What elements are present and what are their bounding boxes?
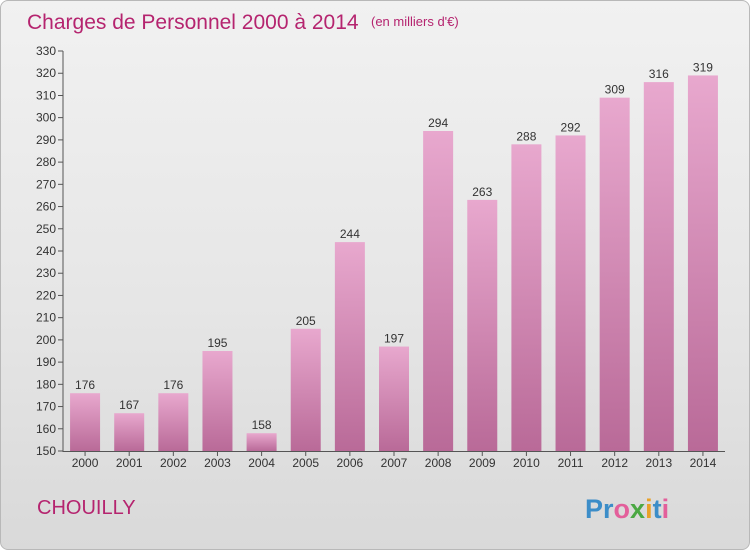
y-axis: 150 160 170 180 190 200 210 220 230 240 250 260 270 2… [36,44,63,458]
x-tick-label: 2013 [645,456,672,470]
y-tick-label: 330 [36,44,56,58]
bar-2000 [70,393,101,451]
bar-value-label: 316 [649,67,669,81]
x-axis: 2000 2001 2002 2003 2004 2005 2006 2007 2008 2009… [72,451,717,470]
bar-value-label: 167 [119,398,139,412]
x-tick-label: 2008 [425,456,452,470]
logo-letter: i [645,494,653,524]
bar-2004 [246,433,277,451]
y-tick-label: 180 [36,377,56,391]
y-tick-label: 260 [36,200,56,214]
bar-2010 [511,144,542,452]
y-tick-label: 210 [36,311,56,325]
x-tick-label: 2011 [558,456,584,470]
commune-name: CHOUILLY [37,497,136,519]
y-tick-label: 240 [36,244,56,258]
y-tick-label: 220 [36,288,56,302]
bar-value-label: 158 [252,418,272,432]
bar-2009 [467,199,498,451]
y-tick-label: 190 [36,355,56,369]
bar-value-label: 176 [75,378,95,392]
y-tick-label: 300 [36,111,56,125]
bar-2011 [555,135,586,451]
bar-2014 [687,75,718,451]
bar-value-label: 244 [340,227,360,241]
chart-title: Charges de Personnel 2000 à 2014 [27,11,359,34]
logo-letter: i [662,494,670,524]
bar-value-label: 288 [516,129,536,143]
bar-value-label: 319 [693,60,713,74]
bar-2003 [202,351,233,451]
logo-letter: P [585,494,603,524]
bar-value-label: 294 [428,116,448,130]
bar-2005 [290,328,321,451]
x-tick-label: 2004 [248,456,275,470]
chart-unit-note: (en milliers d'€) [371,14,459,29]
x-tick-label: 2001 [116,456,143,470]
x-tick-label: 2003 [204,456,231,470]
bar-value-label: 309 [605,83,625,97]
logo-letter: t [653,494,662,524]
logo-letter: x [630,494,645,524]
y-tick-label: 200 [36,333,56,347]
y-tick-label: 280 [36,155,56,169]
x-tick-label: 2014 [690,456,717,470]
bar-2008 [423,131,454,451]
bar-value-label: 263 [472,185,492,199]
x-tick-label: 2002 [160,456,187,470]
bar-value-label: 197 [384,332,404,346]
logo-letter: r [603,494,614,524]
y-tick-label: 320 [36,66,56,80]
x-tick-label: 2009 [469,456,496,470]
x-tick-label: 2000 [72,456,99,470]
y-tick-label: 230 [36,266,56,280]
bar-2006 [334,242,365,451]
y-tick-label: 310 [36,88,56,102]
x-tick-label: 2012 [601,456,628,470]
y-tick-label: 250 [36,222,56,236]
x-tick-label: 2007 [381,456,408,470]
bar-series: 176 167 176 195 158 205 244 197 294 263 288 292 309 3… [70,60,718,452]
bar-value-label: 292 [561,120,581,134]
y-tick-label: 170 [36,400,56,414]
logo-letter: o [614,494,631,524]
y-tick-label: 270 [36,177,56,191]
bar-value-label: 176 [163,378,183,392]
y-tick-label: 150 [36,444,56,458]
y-tick-label: 160 [36,422,56,436]
bar-2001 [114,413,145,451]
bar-2007 [379,346,409,451]
proxiti-logo: Proxiti [585,494,669,524]
bar-value-label: 205 [296,314,316,328]
x-tick-label: 2005 [292,456,319,470]
bar-value-label: 195 [207,336,227,350]
x-tick-label: 2006 [337,456,364,470]
bar-2012 [599,97,630,452]
bar-2002 [158,393,189,451]
y-tick-label: 290 [36,133,56,147]
x-tick-label: 2010 [513,456,540,470]
bar-2013 [643,82,674,451]
